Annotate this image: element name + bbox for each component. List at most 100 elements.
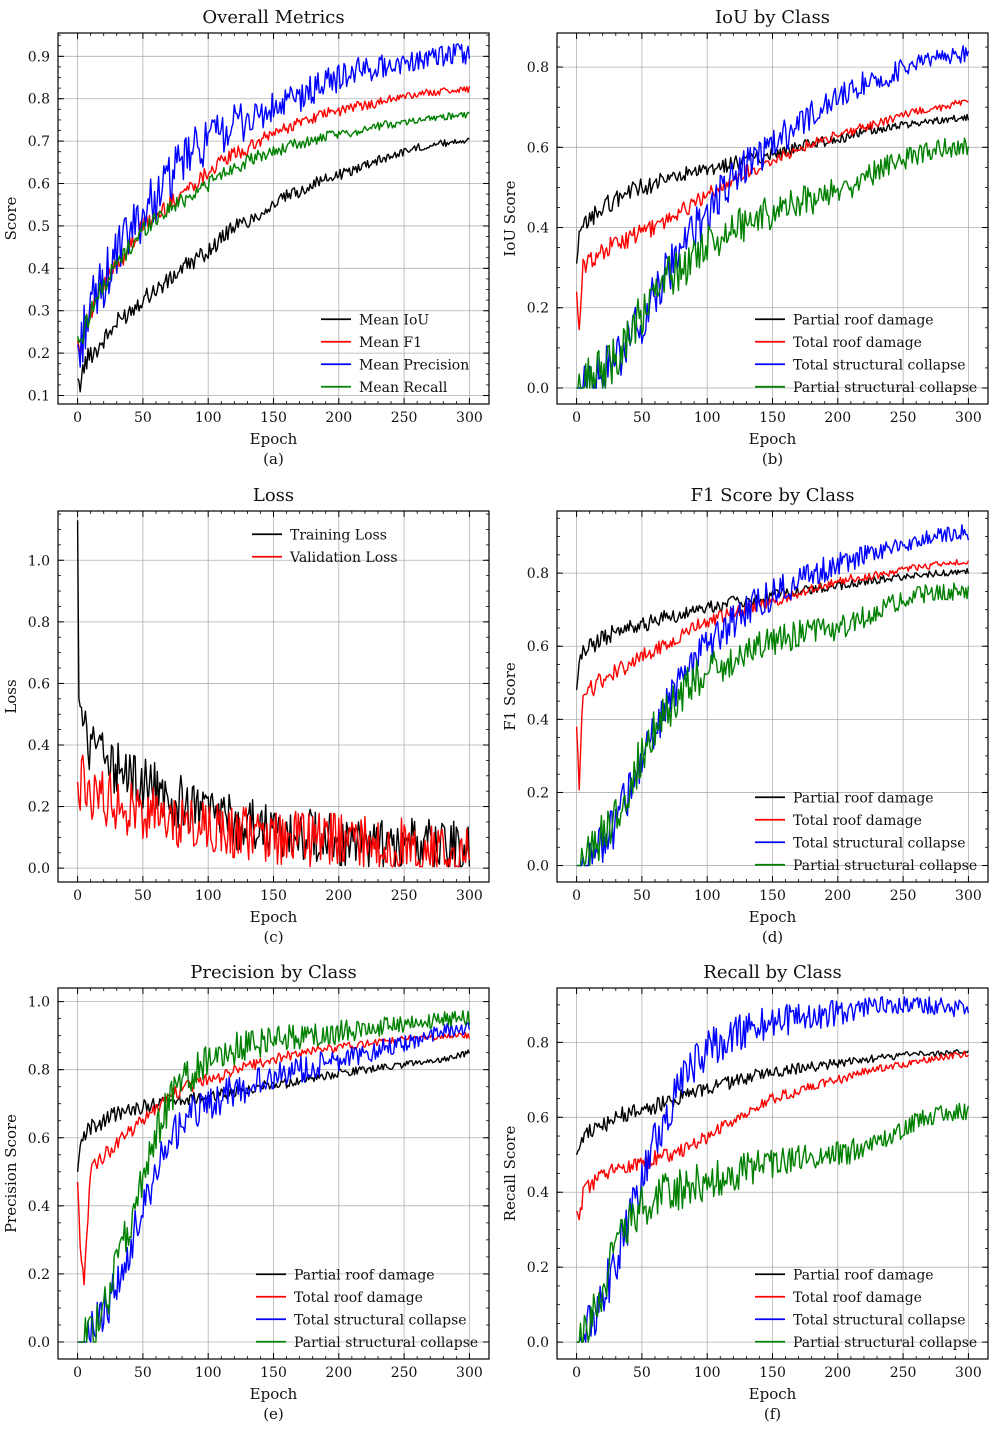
series-line-0	[575, 113, 970, 264]
chart-title: Precision by Class	[190, 962, 357, 983]
plot-area	[575, 524, 970, 867]
y-tick-label: 0.6	[28, 676, 50, 692]
series-line-2	[77, 1022, 471, 1343]
legend-label-2: Total structural collapse	[793, 1312, 966, 1328]
x-axis-label: Epoch	[749, 430, 797, 448]
x-tick-label: 50	[134, 888, 152, 904]
plot-area	[575, 45, 970, 389]
chart-panel-d: 0 50 100 150 200 250 300 0.0 0.2 0.4 0.6 0.8 F1 Scor…	[501, 485, 989, 946]
legend-label-3: Partial structural collapse	[793, 858, 977, 874]
x-axis-label: Epoch	[749, 908, 797, 926]
x-tick-label: 100	[694, 410, 721, 426]
x-tick-label: 50	[633, 888, 651, 904]
x-tick-label: 200	[325, 410, 352, 426]
y-tick-label: 0.7	[28, 134, 50, 150]
y-axis-label: Recall Score	[501, 1126, 519, 1222]
x-tick-label: 0	[572, 888, 581, 904]
legend-label-1: Total roof damage	[793, 813, 922, 829]
legend: Partial roof damage Total roof damage Tota…	[755, 790, 977, 874]
y-tick-label: 0.9	[28, 49, 50, 65]
legend: Partial roof damage Total roof damage Tota…	[755, 312, 977, 396]
legend-label-1: Mean F1	[359, 335, 422, 351]
y-tick-label: 0.0	[527, 859, 549, 875]
legend-label-0: Training Loss	[290, 527, 387, 543]
x-tick-label: 150	[260, 410, 287, 426]
plot-frame	[556, 32, 989, 405]
y-tick-label: 0.8	[527, 1035, 549, 1051]
plot-area	[575, 996, 970, 1343]
y-tick-label: 0.6	[527, 639, 549, 655]
legend-label-0: Partial roof damage	[793, 1267, 934, 1283]
x-tick-label: 300	[456, 1365, 483, 1381]
x-axis-label: Epoch	[250, 430, 298, 448]
series-line-1	[575, 99, 969, 331]
legend-label-1: Total roof damage	[294, 1290, 423, 1306]
chart-panel-a: 0 50 100 150 200 250 300 0.1 0.2 0.3 0.4 0.5 0.6 0.7 0…	[2, 7, 490, 468]
plot-area	[76, 43, 471, 393]
series-line-2	[76, 43, 471, 368]
series-line-2	[576, 524, 970, 867]
plot-frame	[57, 510, 490, 883]
y-tick-label: 1.0	[28, 995, 50, 1011]
x-axis-label: Epoch	[749, 1385, 797, 1403]
series-line-3	[576, 1102, 970, 1343]
x-tick-label: 250	[391, 888, 418, 904]
legend-label-0: Partial roof damage	[294, 1267, 435, 1283]
plot-area	[76, 520, 471, 868]
x-tick-label: 50	[134, 410, 152, 426]
y-tick-label: 0.2	[527, 1260, 549, 1276]
y-tick-label: 0.8	[527, 566, 549, 582]
y-tick-label: 0.4	[28, 261, 50, 277]
panel-caption: (a)	[263, 450, 284, 468]
legend: Mean IoU Mean F1 Mean Precision Mean Recall	[321, 312, 469, 396]
series-line-0	[76, 520, 471, 868]
plot-frame	[57, 32, 490, 405]
x-tick-label: 50	[633, 410, 651, 426]
x-tick-label: 0	[73, 1365, 82, 1381]
chart-panel-f: 0 50 100 150 200 250 300 0.0 0.2 0.4 0.6 0.8 Recall …	[501, 962, 989, 1423]
x-tick-label: 250	[890, 888, 917, 904]
y-axis-label: F1 Score	[501, 662, 519, 731]
chart-title: Recall by Class	[703, 962, 841, 983]
panel-caption: (c)	[263, 928, 283, 946]
legend-label-2: Total structural collapse	[793, 357, 966, 373]
x-tick-label: 200	[325, 1365, 352, 1381]
y-tick-label: 0.6	[527, 140, 549, 156]
y-tick-label: 0.6	[28, 1131, 50, 1147]
series-line-3	[576, 137, 970, 389]
y-tick-label: 0.2	[527, 785, 549, 801]
chart-title: IoU by Class	[715, 7, 830, 28]
y-tick-label: 0.2	[28, 346, 50, 362]
x-tick-label: 0	[572, 1365, 581, 1381]
y-tick-label: 0.8	[28, 1063, 50, 1079]
panel-caption: (d)	[762, 928, 783, 946]
x-tick-label: 200	[824, 410, 851, 426]
series-line-2	[576, 45, 970, 389]
x-tick-label: 0	[572, 410, 581, 426]
legend-label-1: Validation Loss	[289, 550, 398, 566]
x-tick-label: 100	[195, 1365, 222, 1381]
series-line-1	[76, 1032, 471, 1286]
series-line-1	[76, 86, 471, 357]
legend-label-0: Mean IoU	[359, 312, 429, 328]
y-tick-label: 0.8	[28, 92, 50, 108]
chart-panel-c: 0 50 100 150 200 250 300 0.0 0.2 0.4 0.6 0.8 1.0 Loss…	[2, 485, 490, 946]
panel-caption: (f)	[764, 1405, 781, 1423]
panel-caption: (e)	[263, 1405, 284, 1423]
y-tick-label: 0.4	[527, 1185, 549, 1201]
x-tick-label: 100	[694, 1365, 721, 1381]
series-line-3	[76, 111, 470, 344]
plot-frame	[556, 987, 989, 1360]
legend-label-2: Total structural collapse	[793, 835, 966, 851]
x-tick-label: 0	[73, 888, 82, 904]
y-tick-label: 0.4	[28, 1199, 50, 1215]
y-tick-label: 1.0	[28, 553, 50, 569]
chart-panel-e: 0 50 100 150 200 250 300 0.0 0.2 0.4 0.6 0.8 1.0 Prec…	[2, 962, 490, 1423]
legend-label-1: Total roof damage	[793, 335, 922, 351]
x-tick-label: 100	[694, 888, 721, 904]
y-tick-label: 0.0	[28, 1335, 50, 1351]
legend-label-0: Partial roof damage	[793, 790, 934, 806]
y-tick-label: 0.4	[527, 712, 549, 728]
y-tick-label: 0.0	[527, 1335, 549, 1351]
x-axis-label: Epoch	[250, 1385, 298, 1403]
